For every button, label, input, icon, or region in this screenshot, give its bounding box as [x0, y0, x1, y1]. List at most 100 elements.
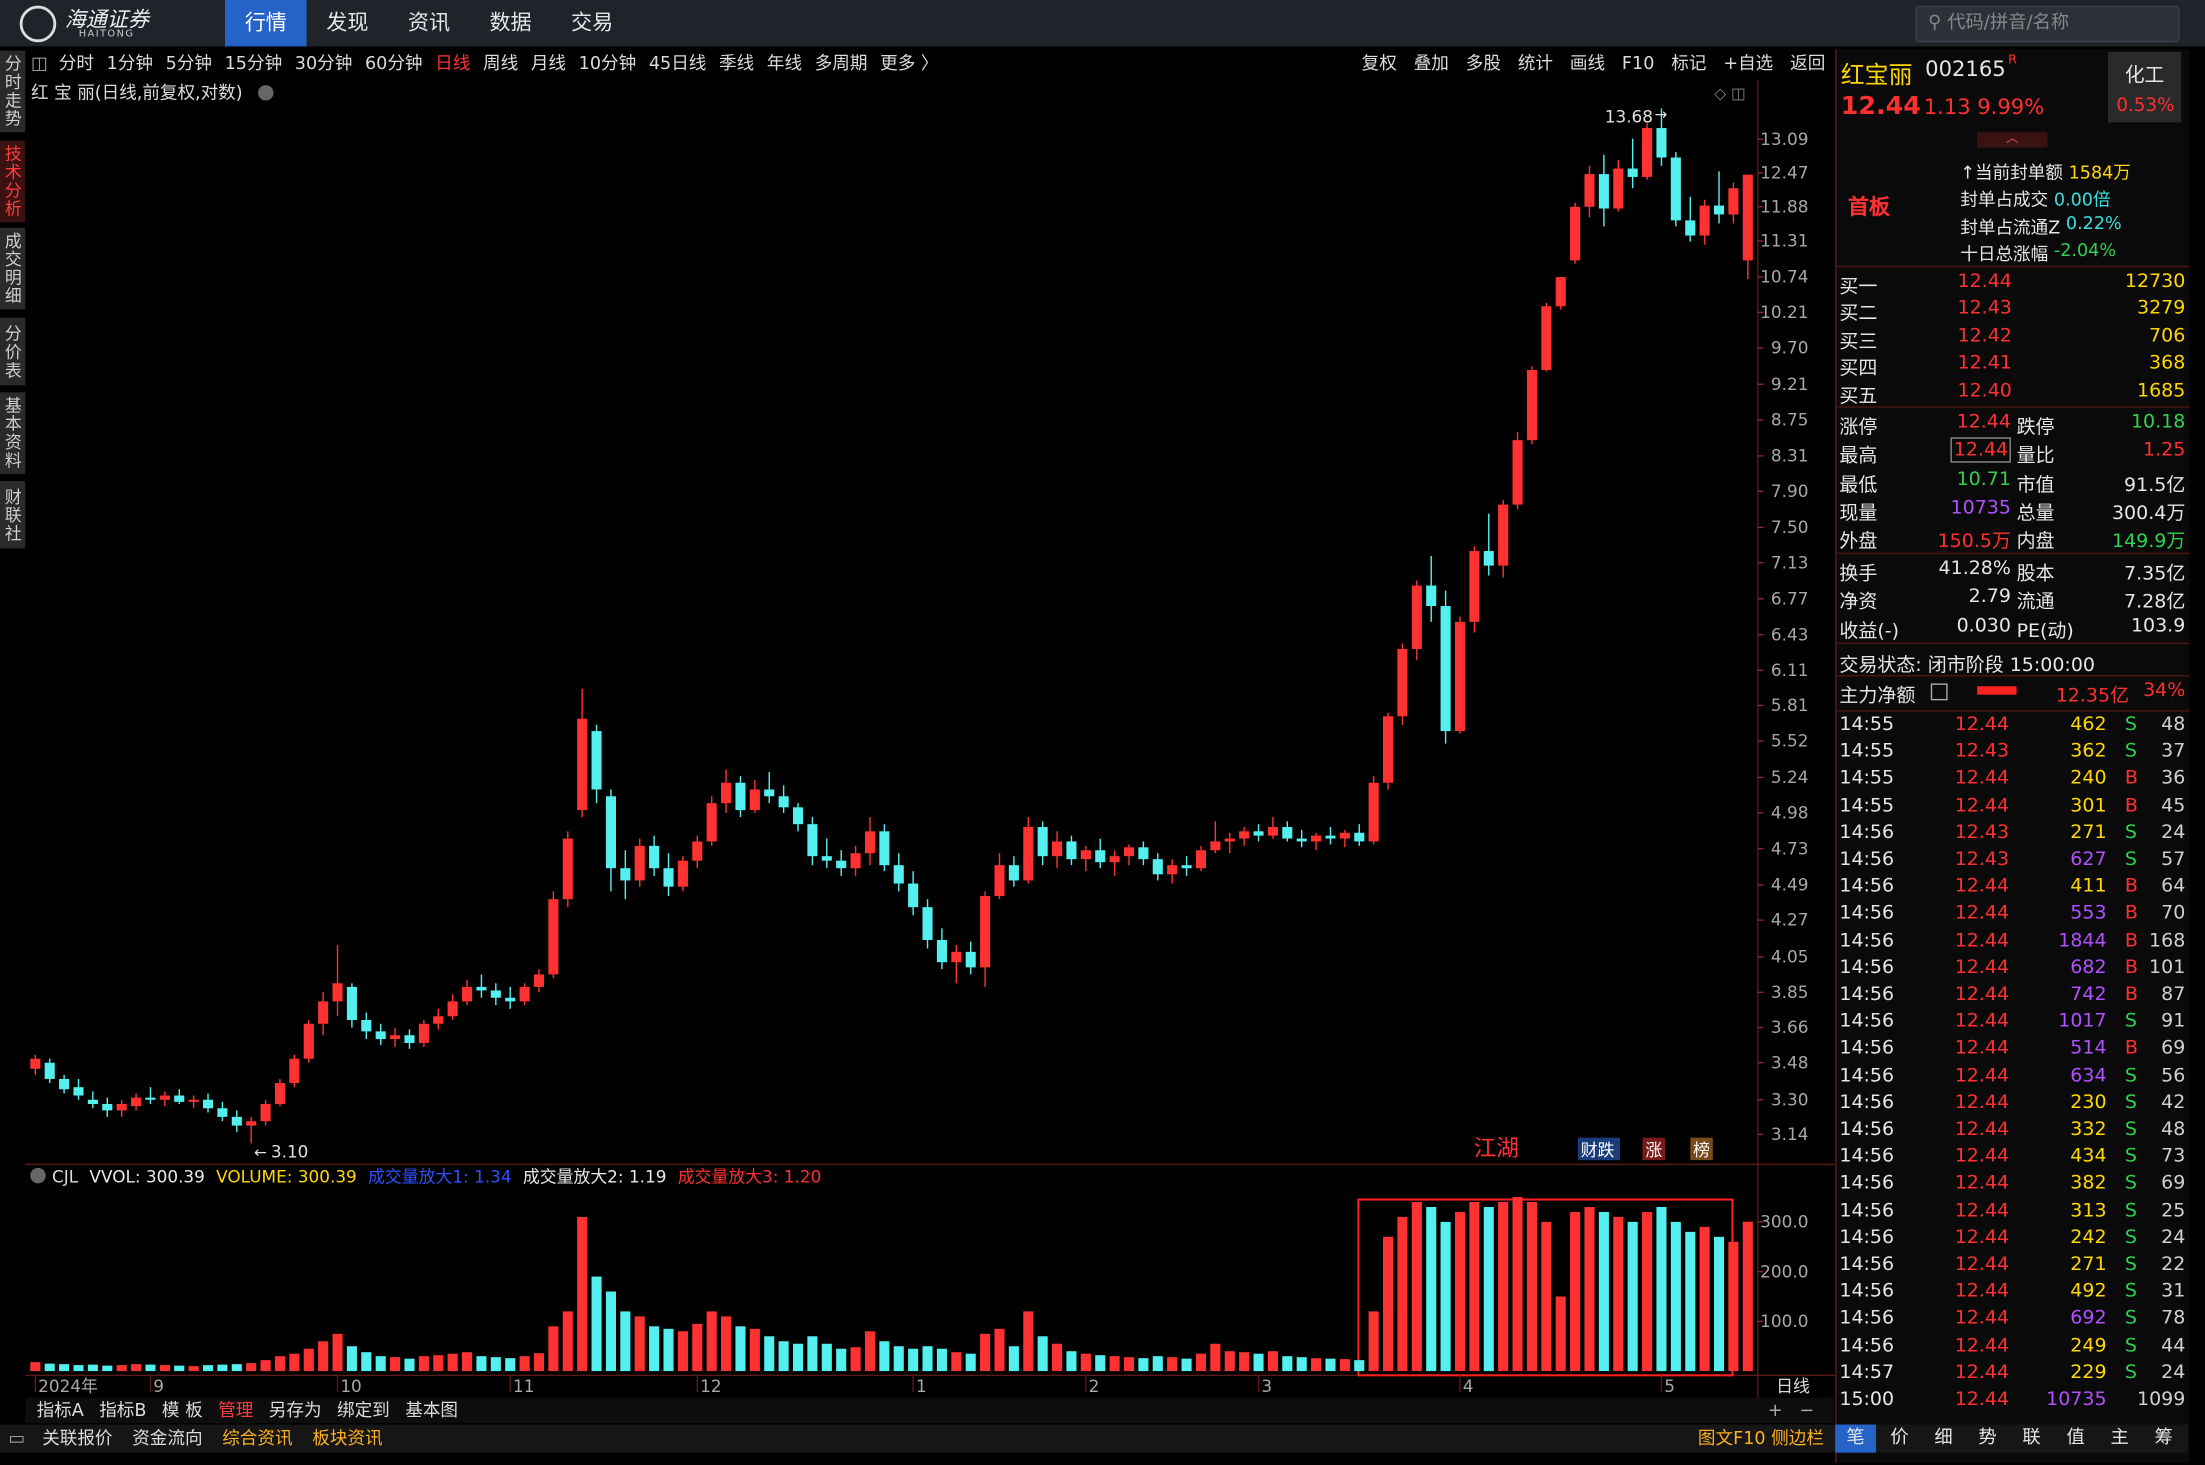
volume-bar [792, 1343, 804, 1372]
candle-body [1066, 841, 1077, 860]
period[interactable]: 1分钟 [106, 52, 153, 74]
candle-body [346, 986, 357, 1020]
candle-body [821, 856, 832, 861]
bottom-item[interactable]: 资金流向 [132, 1427, 203, 1449]
tool[interactable]: 画线 [1569, 52, 1606, 74]
side-tab[interactable]: 财联社 [0, 480, 26, 549]
indicator-dropdown[interactable] [30, 1167, 46, 1184]
detail-tab[interactable]: 笔 [1835, 1424, 1876, 1453]
period[interactable]: 45日线 [648, 52, 707, 74]
volume-bar [1713, 1236, 1725, 1372]
side-tab[interactable]: 分时走势 [0, 50, 26, 133]
volume-bar [1123, 1357, 1135, 1372]
candle-body [1598, 174, 1609, 209]
y-tick-label: 7.50 [1771, 517, 1809, 537]
stat-label: 现量 [1839, 501, 1878, 525]
detail-tab[interactable]: 筹 [2154, 1427, 2173, 1449]
period[interactable]: 10分钟 [578, 52, 637, 74]
period[interactable]: 30分钟 [294, 52, 353, 74]
toolbar-item[interactable]: 指标B [99, 1399, 147, 1421]
detail-tab[interactable]: 势 [1978, 1427, 1997, 1449]
candle-body [1267, 827, 1278, 836]
detail-tab[interactable]: 主 [2110, 1427, 2129, 1449]
detail-tab[interactable]: 价 [1890, 1427, 1909, 1449]
trade-price: 12.44 [1954, 982, 2010, 1006]
chart-menu[interactable]: ◇ ◫ [1714, 84, 1745, 102]
toolbar-item[interactable]: 模 板 [161, 1399, 203, 1421]
nav-tab[interactable]: 资讯 [407, 9, 451, 36]
side-tab[interactable]: 基本资料 [0, 392, 26, 474]
nav-tab[interactable]: 交易 [571, 9, 614, 36]
collapse[interactable]: ︿ [1977, 132, 2048, 148]
candle-body [318, 1001, 329, 1024]
volume-bar [1699, 1226, 1710, 1372]
widget[interactable]: 财跌 [1581, 1140, 1615, 1160]
period[interactable]: 15分钟 [224, 52, 283, 74]
tool[interactable]: F10 [1621, 52, 1655, 74]
toolbar-item[interactable]: 另存为 [268, 1399, 322, 1421]
trade-count: 22 [2161, 1252, 2186, 1276]
widget[interactable]: 江湖 [1474, 1136, 1519, 1162]
side-tab[interactable]: 分价表 [0, 317, 26, 386]
bid-label: 买三 [1839, 330, 1878, 353]
period[interactable]: 多周期 [814, 52, 868, 74]
period[interactable]: 季线 [719, 52, 755, 74]
toolbar-item[interactable]: 指标A [36, 1399, 84, 1421]
trade-side: B [2124, 793, 2138, 817]
zoom[interactable]: + − [1767, 1399, 1815, 1421]
toggle[interactable]: ◫ [30, 52, 48, 74]
tool[interactable]: 统计 [1517, 52, 1554, 74]
chart-bg [25, 80, 1836, 1398]
candle-body [706, 803, 717, 842]
nav-tab[interactable]: 行情 [225, 0, 307, 47]
period[interactable]: 分时 [58, 52, 94, 74]
widget[interactable]: 榜 [1693, 1140, 1710, 1160]
trade-price: 12.44 [1954, 712, 2010, 736]
tool[interactable]: 叠加 [1413, 52, 1449, 74]
period[interactable]: 5分钟 [165, 52, 212, 74]
separator [1836, 406, 2190, 408]
high-arrow: → [1654, 106, 1667, 124]
period[interactable]: 月线 [530, 52, 567, 74]
trade-side: S [2124, 1009, 2137, 1033]
detail-tab[interactable]: 值 [2066, 1427, 2085, 1449]
tool[interactable]: +自选 [1723, 52, 1774, 74]
period[interactable]: 日线 [435, 52, 471, 74]
period[interactable]: 年线 [766, 52, 803, 74]
trade-time: 14:56 [1839, 1252, 1895, 1276]
period[interactable]: 更多 〉 [880, 52, 939, 74]
trade-price: 12.44 [1954, 793, 2010, 817]
change-pct: 9.99% [1977, 94, 2045, 120]
candle-body [1656, 128, 1667, 158]
search-box[interactable]: ⚲ 代码/拼音/名称 [1915, 5, 2180, 43]
toolbar-item[interactable]: 绑定到 [337, 1399, 390, 1421]
nav-tab[interactable]: 数据 [489, 9, 532, 36]
widget[interactable]: 涨 [1645, 1140, 1662, 1160]
widget-bg [1690, 1137, 1713, 1161]
title-dropdown[interactable] [258, 85, 274, 101]
fund-label: 净资 [1839, 591, 1878, 614]
low-label: 3.10 [271, 1141, 309, 1161]
volume-bar [1296, 1357, 1307, 1372]
side-tab[interactable]: 成交明细 [0, 227, 26, 310]
tool[interactable]: 复权 [1361, 52, 1397, 74]
period[interactable]: 周线 [483, 52, 519, 74]
bottom-item[interactable]: 关联报价 [42, 1427, 113, 1449]
tool[interactable]: 返回 [1790, 52, 1826, 74]
candle-body [620, 868, 631, 881]
detail-tab[interactable]: 细 [1934, 1427, 1953, 1449]
tool[interactable]: 多股 [1465, 52, 1501, 74]
volume-bar [1267, 1351, 1278, 1372]
tool[interactable]: 标记 [1671, 52, 1707, 74]
y-tick-label: 4.73 [1771, 838, 1809, 858]
toolbar-item[interactable]: 基本图 [405, 1399, 458, 1421]
toolbar-item[interactable]: 管理 [218, 1399, 254, 1421]
side-tab[interactable]: 技术分析 [0, 140, 26, 223]
bar-icon[interactable]: ▭ [8, 1427, 26, 1449]
bottom-right[interactable]: 图文F10 侧边栏 [1697, 1427, 1824, 1449]
bottom-item[interactable]: 综合资讯 [222, 1427, 293, 1449]
detail-tab[interactable]: 联 [2022, 1427, 2041, 1449]
nav-tab[interactable]: 发现 [326, 9, 369, 36]
period[interactable]: 60分钟 [364, 52, 423, 74]
bottom-item[interactable]: 板块资讯 [312, 1427, 383, 1449]
